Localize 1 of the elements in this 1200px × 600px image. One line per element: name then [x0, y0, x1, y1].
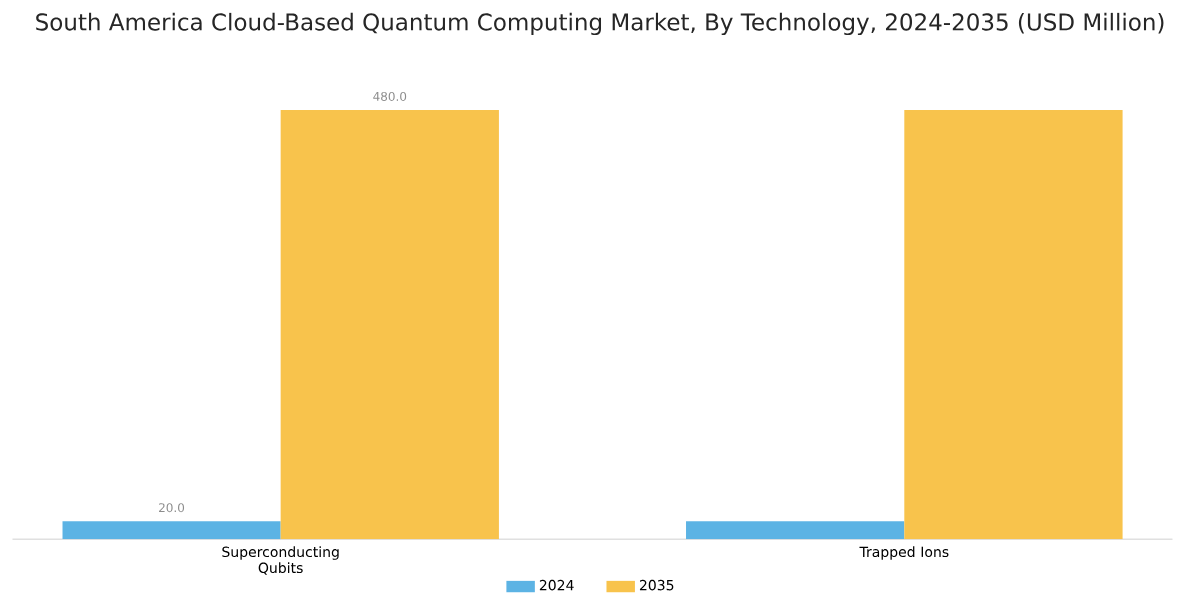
chart-title: South America Cloud-Based Quantum Computing Market, By Technology, 2024-2035 (USD Million) — [36, 12, 1164, 36]
